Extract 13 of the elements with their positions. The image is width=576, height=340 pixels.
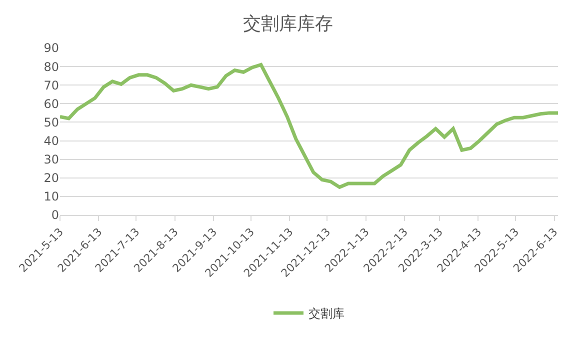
y-tick-label: 10 bbox=[44, 190, 59, 204]
legend-label: 交割库 bbox=[308, 306, 344, 321]
y-tick-label: 50 bbox=[44, 115, 59, 130]
y-tick-label: 60 bbox=[44, 96, 59, 111]
chart-title: 交割库库存 bbox=[243, 14, 333, 35]
y-tick-label: 20 bbox=[44, 171, 59, 186]
y-tick-label: 0 bbox=[51, 208, 59, 222]
y-tick-label: 90 bbox=[44, 41, 59, 56]
line-series bbox=[60, 62, 558, 189]
y-tick-label: 40 bbox=[44, 134, 59, 148]
y-tick-label: 80 bbox=[44, 60, 59, 74]
y-tick-label: 30 bbox=[44, 152, 59, 167]
y-tick-label: 70 bbox=[44, 78, 59, 92]
